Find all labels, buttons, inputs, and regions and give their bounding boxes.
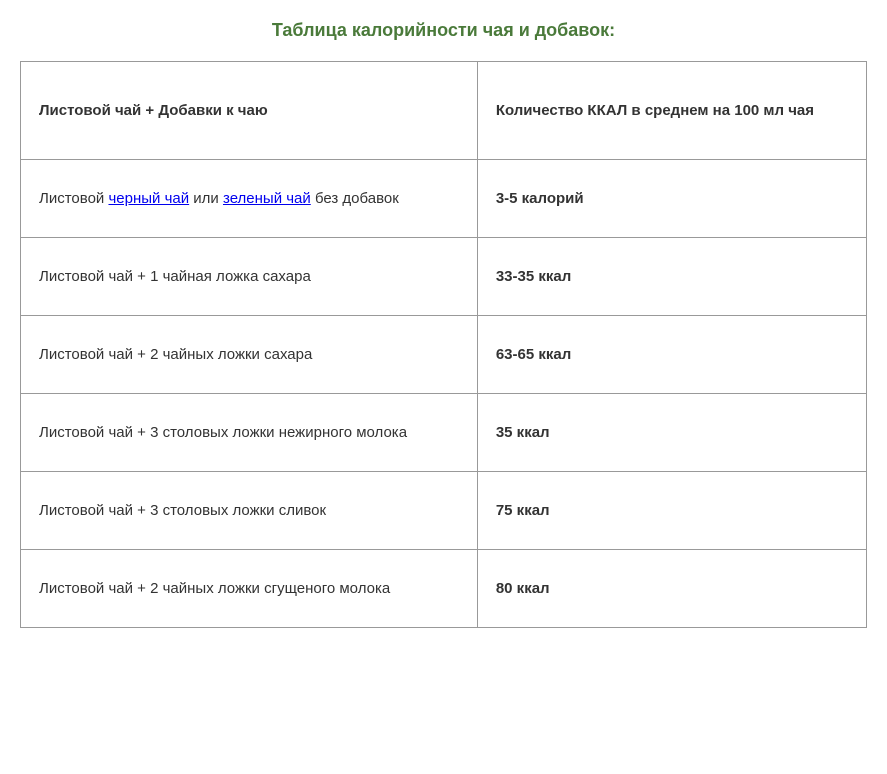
calorie-table: Листовой чай + Добавки к чаю Количество …	[20, 61, 867, 628]
label-mid: или	[189, 190, 223, 207]
table-row: Листовой чай + 3 столовых ложки нежирног…	[21, 394, 867, 472]
tea-description-cell: Листовой чай + 3 столовых ложки сливок	[21, 472, 478, 550]
kcal-value-cell: 3-5 калорий	[477, 160, 866, 238]
label-suffix: без добавок	[311, 190, 399, 207]
table-header-row: Листовой чай + Добавки к чаю Количество …	[21, 62, 867, 160]
kcal-value-cell: 63-65 ккал	[477, 316, 866, 394]
kcal-value-cell: 35 ккал	[477, 394, 866, 472]
green-tea-link[interactable]: зеленый чай	[223, 190, 311, 207]
page-title: Таблица калорийности чая и добавок:	[20, 20, 867, 41]
header-col-kcal: Количество ККАЛ в среднем на 100 мл чая	[477, 62, 866, 160]
black-tea-link[interactable]: черный чай	[108, 190, 189, 207]
table-row: Листовой чай + 2 чайных ложки сахара 63-…	[21, 316, 867, 394]
table-row: Листовой чай + 1 чайная ложка сахара 33-…	[21, 238, 867, 316]
header-col-tea: Листовой чай + Добавки к чаю	[21, 62, 478, 160]
tea-description-cell: Листовой черный чай или зеленый чай без …	[21, 160, 478, 238]
tea-description-cell: Листовой чай + 2 чайных ложки сгущеного …	[21, 550, 478, 628]
kcal-value-cell: 80 ккал	[477, 550, 866, 628]
table-row: Листовой черный чай или зеленый чай без …	[21, 160, 867, 238]
kcal-value-cell: 33-35 ккал	[477, 238, 866, 316]
tea-description-cell: Листовой чай + 1 чайная ложка сахара	[21, 238, 478, 316]
kcal-value-cell: 75 ккал	[477, 472, 866, 550]
tea-description-cell: Листовой чай + 2 чайных ложки сахара	[21, 316, 478, 394]
label-prefix: Листовой	[39, 190, 108, 207]
table-row: Листовой чай + 2 чайных ложки сгущеного …	[21, 550, 867, 628]
table-row: Листовой чай + 3 столовых ложки сливок 7…	[21, 472, 867, 550]
tea-description-cell: Листовой чай + 3 столовых ложки нежирног…	[21, 394, 478, 472]
